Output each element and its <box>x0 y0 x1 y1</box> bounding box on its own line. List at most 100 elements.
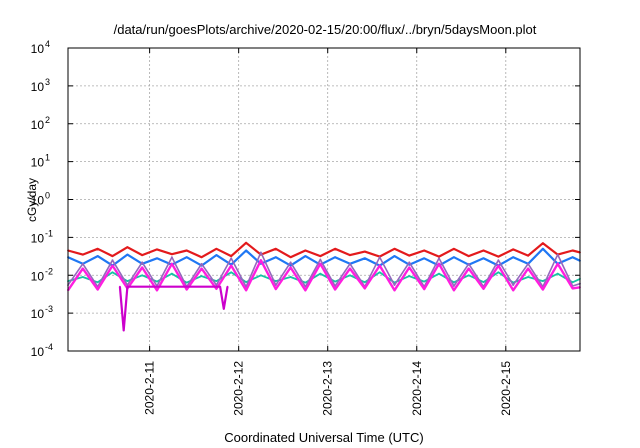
data-point <box>289 256 292 259</box>
data-point <box>81 267 84 270</box>
data-point <box>556 253 559 256</box>
data-point <box>319 258 322 261</box>
x-axis-label: Coordinated Universal Time (UTC) <box>224 430 423 445</box>
data-point <box>171 262 173 265</box>
y-tick-label-exponent: 2 <box>45 115 50 125</box>
data-point <box>111 255 114 257</box>
series-group <box>67 241 581 332</box>
data-point <box>393 289 396 292</box>
series-line-6 <box>118 285 229 332</box>
data-point <box>378 271 381 274</box>
data-point <box>274 280 277 282</box>
data-point <box>222 307 225 310</box>
data-point <box>319 255 322 257</box>
data-point <box>393 284 396 286</box>
y-tick-label-exponent: 1 <box>45 153 50 163</box>
data-point <box>141 266 144 269</box>
y-tick-label-exponent: -2 <box>45 266 53 276</box>
data-point <box>215 254 218 256</box>
data-point <box>111 259 114 262</box>
data-point <box>527 267 529 270</box>
data-point <box>453 285 455 287</box>
data-point <box>215 284 218 286</box>
data-point <box>185 281 188 284</box>
data-point <box>230 271 233 274</box>
data-point <box>230 257 233 260</box>
data-point <box>156 248 158 251</box>
x-tick-label: 2020-2-14 <box>410 361 424 416</box>
data-point <box>215 287 218 290</box>
data-point <box>527 262 529 265</box>
data-point <box>215 247 218 250</box>
y-tick-label: 10 <box>31 118 45 132</box>
data-point <box>497 255 500 258</box>
data-point <box>482 281 485 283</box>
data-point <box>334 280 336 283</box>
y-tick-label: 10 <box>31 156 45 170</box>
data-point <box>482 257 485 260</box>
y-tick-label: 10 <box>31 231 45 245</box>
data-point <box>200 256 203 259</box>
x-axis-ticks: 2020-2-11 2020-2-12 2020-2-13 2020-2-14 2020… <box>143 48 513 416</box>
data-point <box>542 242 544 245</box>
data-point <box>274 247 277 250</box>
data-point <box>219 285 222 288</box>
data-point <box>319 262 322 265</box>
data-point <box>245 289 248 292</box>
data-point <box>156 289 158 292</box>
data-point <box>512 256 515 259</box>
data-point <box>81 262 84 265</box>
data-point <box>363 257 366 260</box>
data-point <box>245 281 248 283</box>
data-point <box>304 255 307 257</box>
data-point <box>230 264 233 267</box>
data-point <box>423 288 426 290</box>
data-point <box>96 255 99 257</box>
data-point <box>363 287 366 290</box>
data-point <box>363 250 366 253</box>
data-point <box>171 256 173 259</box>
data-point <box>304 281 307 284</box>
data-point <box>378 256 381 259</box>
data-point <box>542 288 544 291</box>
data-point <box>542 247 544 250</box>
data-point <box>467 267 470 270</box>
data-point <box>215 280 218 282</box>
data-point <box>497 259 500 262</box>
data-point <box>126 285 129 288</box>
data-point <box>141 261 144 264</box>
data-point <box>423 280 426 283</box>
data-point <box>571 287 574 290</box>
data-point <box>119 285 121 288</box>
y-tick-label: 10 <box>31 80 45 94</box>
data-point <box>349 274 351 277</box>
data-point <box>363 281 366 284</box>
data-point <box>230 255 233 257</box>
y-tick-label-exponent: -3 <box>45 304 53 314</box>
data-point <box>334 288 336 291</box>
series-line-4 <box>67 251 581 288</box>
data-point <box>556 272 559 275</box>
data-point <box>126 253 129 256</box>
series-line-1 <box>67 241 581 259</box>
data-point <box>438 272 440 275</box>
data-point <box>571 249 574 252</box>
data-point <box>200 275 203 277</box>
data-point <box>274 288 277 290</box>
data-point <box>111 264 114 267</box>
y-tick-label-exponent: 4 <box>45 39 50 49</box>
data-point <box>226 285 229 288</box>
x-tick-label: 2020-2-11 <box>143 361 157 415</box>
data-point <box>185 249 188 252</box>
data-point <box>304 249 307 252</box>
data-point <box>467 262 470 265</box>
data-point <box>482 287 485 290</box>
data-point <box>260 259 262 262</box>
data-point <box>571 256 574 259</box>
data-point <box>512 289 515 292</box>
data-point <box>378 264 381 267</box>
data-point <box>527 276 529 278</box>
data-point <box>349 262 351 265</box>
data-point <box>126 246 129 249</box>
